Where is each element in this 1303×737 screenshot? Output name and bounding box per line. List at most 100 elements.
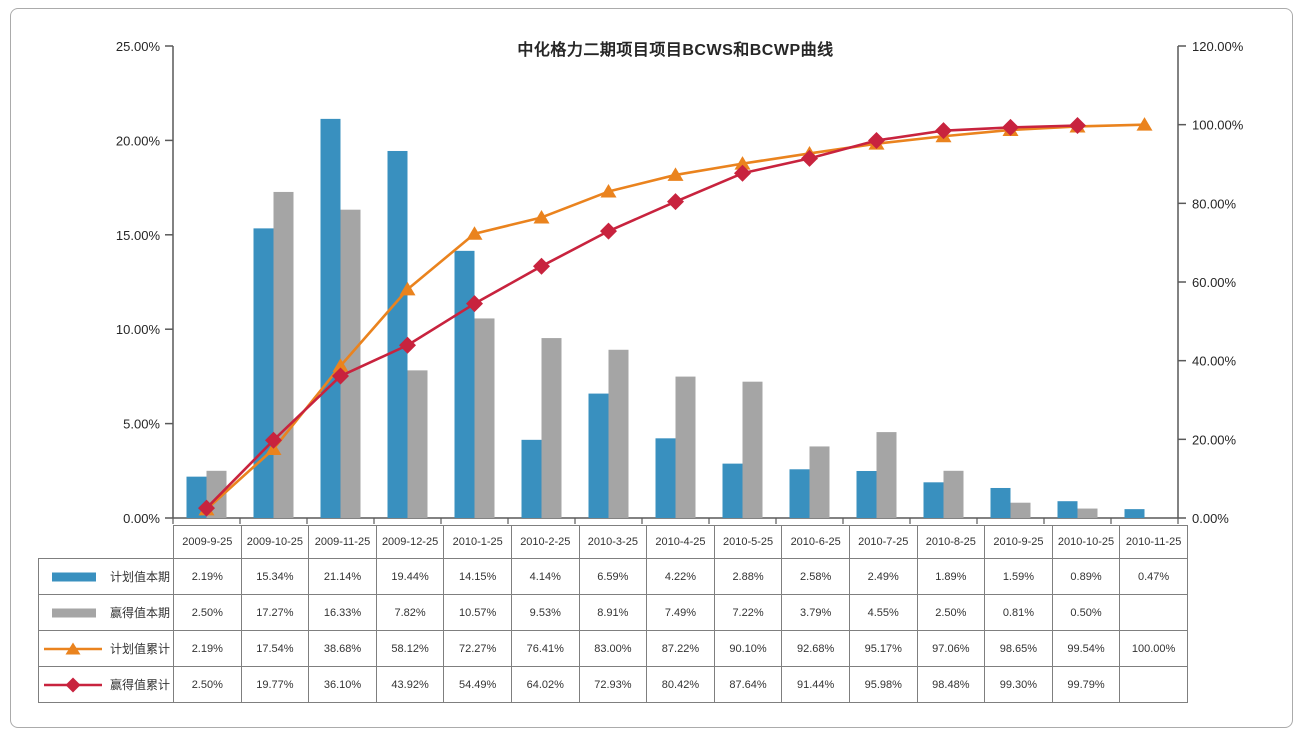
date-header-cell: 2009-9-25 xyxy=(173,525,242,559)
value-cell-earned-current: 9.53% xyxy=(510,594,580,631)
date-header-cell: 2009-12-25 xyxy=(375,525,445,559)
value-cell-planned-cumulative: 38.68% xyxy=(308,630,377,667)
bar-earned-current xyxy=(876,432,897,518)
value-cell-planned-current: 1.59% xyxy=(984,558,1053,595)
date-header-cell: 2010-2-25 xyxy=(510,525,580,559)
table-row-planned-current: 计划值本期 2.19% 15.34% 21.14% 19.44% 14.15% 4.14% 6… xyxy=(38,558,1188,595)
value-cell-earned-current: 2.50% xyxy=(173,594,242,631)
legend-cell-earned-cumulative: 赢得值累计 xyxy=(38,666,174,703)
value-cell-planned-current: 6.59% xyxy=(578,558,648,595)
value-cell-planned-cumulative: 90.10% xyxy=(713,630,783,667)
line-diamond-swatch-icon xyxy=(43,677,102,692)
triangle-marker-icon xyxy=(1136,117,1153,131)
value-cell-earned-cumulative: 2.50% xyxy=(173,666,242,703)
bar-planned-current xyxy=(655,438,676,518)
value-cell-earned-cumulative: 95.98% xyxy=(848,666,918,703)
value-cell-earned-cumulative: 54.49% xyxy=(443,666,512,703)
y-axis-left-label: 5.00% xyxy=(123,417,160,432)
table-corner-spacer xyxy=(39,526,174,559)
value-cell-planned-cumulative: 72.27% xyxy=(443,630,512,667)
chart-title: 中化格力二期项目项目BCWS和BCWP曲线 xyxy=(517,42,834,59)
y-axis-left-label: 25.00% xyxy=(116,39,161,54)
diamond-marker-icon xyxy=(399,336,416,354)
bar-earned-current xyxy=(541,338,562,518)
diamond-marker-icon xyxy=(667,193,684,211)
value-cell-planned-current: 14.15% xyxy=(443,558,512,595)
value-cell-earned-current: 2.50% xyxy=(916,594,986,631)
triangle-marker-icon xyxy=(332,358,349,372)
bar-earned-current xyxy=(608,349,629,518)
value-cell-planned-current: 4.14% xyxy=(510,558,580,595)
value-cell-earned-cumulative: 99.30% xyxy=(984,666,1053,703)
y-axis-right-label: 60.00% xyxy=(1192,275,1237,290)
bar-planned-current xyxy=(521,439,542,518)
date-header-cell: 2010-8-25 xyxy=(916,525,986,559)
value-cell-planned-current: 2.58% xyxy=(781,558,850,595)
y-axis-right-label: 80.00% xyxy=(1192,196,1237,211)
bar-earned-current xyxy=(675,376,696,518)
value-cell-earned-current: 0.81% xyxy=(984,594,1053,631)
legend-entry: 计划值本期 xyxy=(39,568,173,585)
y-axis-right-label: 40.00% xyxy=(1192,354,1237,369)
y-axis-right-label: 100.00% xyxy=(1192,118,1244,133)
value-cell-earned-current: 7.82% xyxy=(375,594,445,631)
value-cell-earned-cumulative: 72.93% xyxy=(578,666,648,703)
legend-cell-planned-cumulative: 计划值累计 xyxy=(38,630,174,667)
value-cell-earned-cumulative: 19.77% xyxy=(240,666,310,703)
date-header-cell: 2010-5-25 xyxy=(713,525,783,559)
bar-swatch-icon xyxy=(51,572,96,581)
value-cell-planned-current: 2.88% xyxy=(713,558,783,595)
bar-earned-current xyxy=(407,370,428,518)
value-cell-planned-cumulative: 97.06% xyxy=(916,630,986,667)
date-header-cell: 2010-6-25 xyxy=(781,525,850,559)
date-header-cell: 2010-7-25 xyxy=(848,525,918,559)
legend-label: 计划值累计 xyxy=(109,642,170,656)
value-cell-earned-current: 16.33% xyxy=(308,594,377,631)
y-axis-left-label: 0.00% xyxy=(123,511,160,526)
value-cell-planned-cumulative: 58.12% xyxy=(375,630,445,667)
value-cell-earned-cumulative: 64.02% xyxy=(510,666,580,703)
date-header-cell: 2010-11-25 xyxy=(1119,525,1188,559)
diamond-marker-icon xyxy=(533,257,550,275)
bar-earned-current xyxy=(1010,502,1031,518)
date-header-cell: 2010-10-25 xyxy=(1051,525,1121,559)
value-cell-earned-current xyxy=(1119,594,1188,631)
date-header-cell: 2009-11-25 xyxy=(308,525,377,559)
value-cell-planned-cumulative: 99.54% xyxy=(1051,630,1121,667)
triangle-marker-icon xyxy=(399,281,416,296)
bar-planned-current xyxy=(990,487,1011,518)
bar-planned-current xyxy=(856,470,877,518)
bar-planned-current xyxy=(1057,501,1078,518)
value-cell-planned-cumulative: 83.00% xyxy=(578,630,648,667)
bar-planned-current xyxy=(320,118,341,518)
bar-earned-current xyxy=(742,381,763,518)
value-cell-earned-cumulative: 80.42% xyxy=(646,666,715,703)
legend-cell-earned-current: 赢得值本期 xyxy=(38,594,174,631)
bar-earned-current xyxy=(273,191,294,519)
value-cell-planned-current: 19.44% xyxy=(375,558,445,595)
y-axis-right-label: 0.00% xyxy=(1192,511,1229,526)
legend-entry: 赢得值本期 xyxy=(39,604,173,621)
value-cell-planned-current: 15.34% xyxy=(240,558,310,595)
bar-earned-current xyxy=(474,318,495,518)
triangle-marker-icon xyxy=(734,156,751,170)
legend-entry: 赢得值累计 xyxy=(39,676,173,693)
value-cell-earned-current: 0.50% xyxy=(1051,594,1121,631)
value-cell-earned-current: 8.91% xyxy=(578,594,648,631)
legend-label: 赢得值累计 xyxy=(109,678,170,692)
value-cell-earned-current: 17.27% xyxy=(240,594,310,631)
legend-label: 赢得值本期 xyxy=(109,606,170,620)
bar-planned-current xyxy=(789,469,810,518)
date-header-cell: 2009-10-25 xyxy=(240,525,310,559)
value-cell-planned-cumulative: 17.54% xyxy=(240,630,310,667)
value-cell-planned-current: 2.49% xyxy=(848,558,918,595)
line-earned-cumulative xyxy=(205,124,1078,510)
value-cell-earned-current: 4.55% xyxy=(848,594,918,631)
bar-planned-current xyxy=(1124,509,1145,518)
diamond-marker-icon xyxy=(265,431,282,449)
triangle-marker-icon xyxy=(466,226,483,240)
table-row-earned-cumulative: 赢得值累计 2.50% 19.77% 36.10% 43.92% 54.49% 64.02%… xyxy=(38,666,1188,703)
value-cell-planned-cumulative: 95.17% xyxy=(848,630,918,667)
